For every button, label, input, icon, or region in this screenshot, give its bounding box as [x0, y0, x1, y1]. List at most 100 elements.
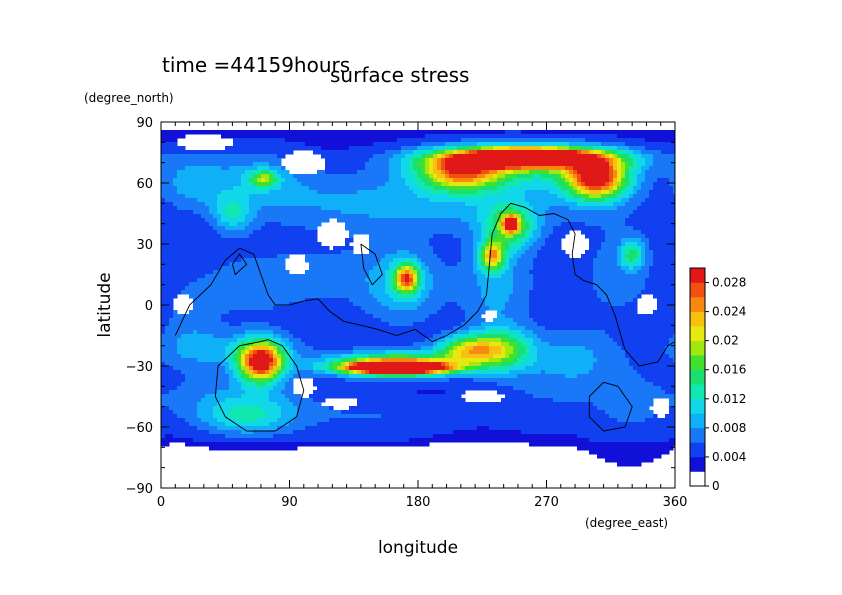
heatmap-cell	[609, 302, 626, 307]
heatmap-cell	[529, 234, 534, 239]
heatmap-cell	[369, 242, 430, 247]
heatmap-cell	[629, 166, 638, 171]
heatmap-cell	[173, 434, 226, 439]
heatmap-cell	[217, 418, 238, 423]
heatmap-cell	[321, 206, 478, 211]
heatmap-cell	[317, 386, 514, 391]
heatmap-cell	[293, 342, 306, 347]
heatmap-cell	[389, 286, 394, 291]
heatmap-cell	[237, 374, 242, 379]
heatmap-cell	[393, 154, 406, 159]
heatmap-cell	[625, 190, 634, 195]
heatmap-cell	[305, 254, 386, 259]
heatmap-cell	[509, 214, 514, 219]
heatmap-cell	[533, 362, 594, 367]
heatmap-cell	[465, 366, 478, 371]
heatmap-cell	[249, 354, 254, 359]
heatmap-cell	[161, 370, 182, 375]
heatmap-cell	[505, 170, 514, 175]
heatmap-cell	[509, 354, 518, 359]
heatmap-cell	[653, 414, 658, 419]
heatmap-cell	[365, 370, 370, 375]
heatmap-cell	[617, 190, 622, 195]
heatmap-cell	[473, 378, 646, 383]
heatmap-cell	[401, 266, 406, 271]
heatmap-cell	[217, 198, 250, 203]
heatmap-cell	[625, 258, 630, 263]
heatmap-cell	[161, 246, 330, 251]
heatmap-cell	[537, 226, 542, 231]
heatmap-cell	[629, 250, 638, 255]
heatmap-cell	[449, 170, 482, 175]
heatmap-cell	[177, 170, 246, 175]
heatmap-cell	[421, 166, 426, 171]
heatmap-cell	[477, 426, 490, 431]
heatmap-cell	[161, 266, 222, 271]
heatmap-cell	[385, 282, 390, 287]
heatmap-cell	[293, 346, 314, 351]
heatmap-cell	[465, 346, 474, 351]
heatmap-cell	[269, 174, 274, 179]
heatmap-cell	[433, 178, 438, 183]
heatmap-cell	[161, 322, 170, 327]
heatmap-cell	[561, 174, 566, 179]
heatmap-cell	[273, 434, 434, 439]
heatmap-cell	[545, 218, 626, 223]
heatmap-cell	[421, 258, 442, 263]
heatmap-cell	[161, 434, 166, 439]
heatmap-cell	[529, 214, 538, 219]
heatmap-cell	[569, 146, 582, 151]
heatmap-cell	[285, 346, 290, 351]
heatmap-cell	[569, 186, 574, 191]
colorbar-swatch	[690, 326, 705, 341]
heatmap-cell	[533, 226, 538, 231]
heatmap-cell	[537, 354, 594, 359]
heatmap-cell	[321, 146, 350, 151]
heatmap-cell	[165, 362, 222, 367]
heatmap-cell	[485, 270, 502, 275]
heatmap-cell	[617, 258, 622, 263]
heatmap-cell	[505, 218, 518, 223]
heatmap-cell	[245, 334, 274, 339]
heatmap-cell	[669, 182, 675, 187]
heatmap-cell	[589, 238, 606, 243]
heatmap-cell	[197, 330, 246, 335]
heatmap-cell	[517, 354, 522, 359]
heatmap-cell	[425, 338, 438, 343]
heatmap-cell	[249, 350, 254, 355]
heatmap-cell	[437, 310, 466, 315]
heatmap-cell	[409, 282, 414, 287]
heatmap-cell	[269, 390, 282, 395]
heatmap-cell	[397, 290, 402, 295]
heatmap-cell	[517, 334, 526, 339]
heatmap-cell	[449, 366, 454, 371]
heatmap-cell	[281, 342, 286, 347]
heatmap-cell	[461, 306, 490, 311]
heatmap-cell	[253, 342, 270, 347]
heatmap-cell	[273, 178, 278, 183]
heatmap-cell	[625, 186, 630, 191]
heatmap-cell	[621, 162, 626, 167]
heatmap-cell	[221, 266, 286, 271]
heatmap-cell	[505, 314, 530, 319]
heatmap-cell	[489, 254, 498, 259]
heatmap-cell	[621, 262, 630, 267]
heatmap-cell	[269, 166, 282, 171]
heatmap-cell	[533, 278, 594, 283]
heatmap-cell	[505, 222, 518, 227]
heatmap-cell	[161, 378, 186, 383]
heatmap-cell	[625, 250, 630, 255]
heatmap-cell	[481, 146, 494, 151]
heatmap-cell	[485, 254, 490, 259]
heatmap-cell	[481, 362, 502, 367]
heatmap-cell	[365, 278, 386, 283]
heatmap-cell	[645, 262, 654, 267]
heatmap-cell	[329, 406, 334, 411]
heatmap-cell	[485, 194, 526, 199]
heatmap-cell	[353, 354, 370, 359]
heatmap-cell	[197, 414, 214, 419]
heatmap-cell	[481, 170, 490, 175]
heatmap-cell	[609, 166, 614, 171]
heatmap-cell	[237, 418, 258, 423]
heatmap-cell	[429, 198, 526, 203]
